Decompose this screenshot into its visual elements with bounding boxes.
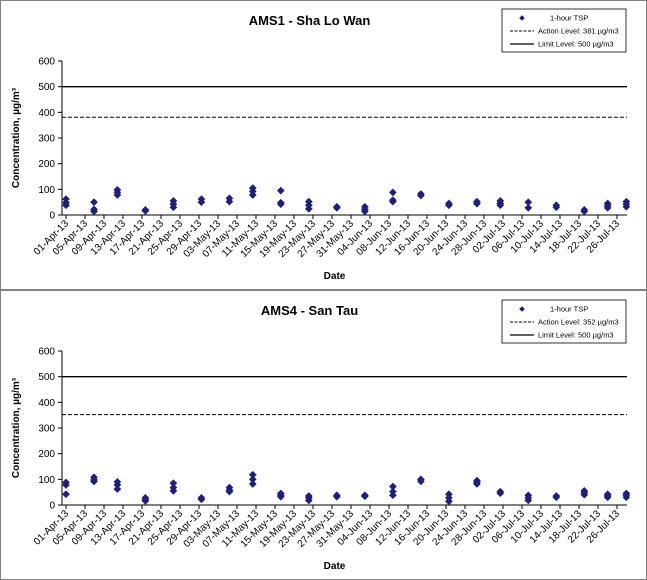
legend-marker-tsp (519, 306, 525, 312)
legend: 1-hour TSP Action Level: 381 µg/m3 Limit L… (501, 8, 627, 53)
data-point (622, 493, 631, 502)
y-tick-label: 0 (49, 501, 55, 512)
data-point (524, 203, 533, 212)
legend: 1-hour TSP Action Level: 352 µg/m3 Limit L… (501, 299, 627, 344)
legend-label-tsp: 1-hour TSP (550, 305, 588, 314)
data-point (496, 201, 505, 210)
data-point (552, 203, 561, 212)
legend-marker-tsp (519, 15, 525, 21)
x-axis-label: Date (324, 561, 346, 572)
data-point (276, 200, 285, 209)
legend-label-action: Action Level: 352 µg/m3 (538, 318, 619, 327)
y-tick-label: 0 (49, 211, 55, 222)
y-axis-label: Concentration, µg/m³ (11, 87, 22, 188)
y-tick-label: 300 (38, 424, 55, 435)
data-point (388, 188, 397, 197)
data-point (444, 201, 453, 210)
y-tick-label: 600 (38, 347, 55, 358)
data-point (62, 490, 70, 499)
data-point (90, 477, 98, 486)
data-point (141, 206, 150, 215)
legend-label-tsp: 1-hour TSP (550, 14, 588, 23)
data-point (580, 490, 589, 499)
x-axis-label: Date (324, 271, 346, 282)
data-point (169, 486, 178, 495)
data-point (416, 477, 425, 486)
data-point (388, 491, 397, 500)
data-point (416, 191, 425, 200)
data-point (332, 203, 341, 212)
y-axis-label: Concentration, µg/m³ (11, 377, 22, 478)
data-point (276, 186, 285, 195)
data-point (603, 203, 612, 212)
data-point (332, 492, 341, 501)
data-point (197, 198, 206, 207)
y-tick-label: 300 (38, 134, 55, 145)
data-point (276, 492, 285, 501)
y-tick-label: 500 (38, 82, 55, 93)
y-tick-label: 100 (38, 475, 55, 486)
legend-label-action: Action Level: 381 µg/m3 (538, 27, 619, 36)
data-point (304, 496, 313, 505)
chart-title: AMS4 - San Tau (261, 303, 358, 318)
data-point (580, 207, 589, 216)
data-point (524, 496, 533, 505)
data-point (496, 489, 505, 498)
data-point (248, 479, 257, 488)
data-point (197, 495, 206, 504)
chart-panel-2: AMS4 - San Tau010020030040050060001-Apr-… (0, 290, 647, 580)
data-point (141, 496, 150, 505)
y-tick-label: 200 (38, 449, 55, 460)
data-point (603, 493, 612, 502)
data-point (90, 207, 98, 216)
legend-label-limit: Limit Level: 500 µg/m3 (538, 40, 614, 49)
data-point (169, 203, 178, 212)
y-tick-label: 400 (38, 398, 55, 409)
y-tick-label: 500 (38, 372, 55, 383)
data-point (62, 481, 70, 489)
data-point (622, 202, 631, 211)
chart-title: AMS1 - Sha Lo Wan (249, 13, 371, 28)
data-point (113, 485, 122, 494)
data-point (62, 201, 70, 210)
chart-panel-1: AMS1 - Sha Lo Wan010020030040050060001-A… (0, 0, 647, 290)
data-point (360, 207, 369, 216)
y-tick-label: 200 (38, 159, 55, 170)
data-point (444, 497, 453, 506)
data-point (388, 197, 397, 206)
data-point (225, 487, 234, 496)
data-point (248, 191, 257, 199)
data-point (113, 191, 122, 199)
y-tick-label: 100 (38, 185, 55, 196)
data-point (360, 492, 369, 501)
data-point (472, 199, 481, 208)
data-point (304, 204, 313, 213)
y-tick-label: 400 (38, 108, 55, 119)
data-point (225, 197, 234, 206)
y-tick-label: 600 (38, 57, 55, 68)
legend-label-limit: Limit Level: 500 µg/m3 (538, 331, 614, 340)
data-point (552, 493, 561, 502)
data-point (472, 479, 481, 488)
